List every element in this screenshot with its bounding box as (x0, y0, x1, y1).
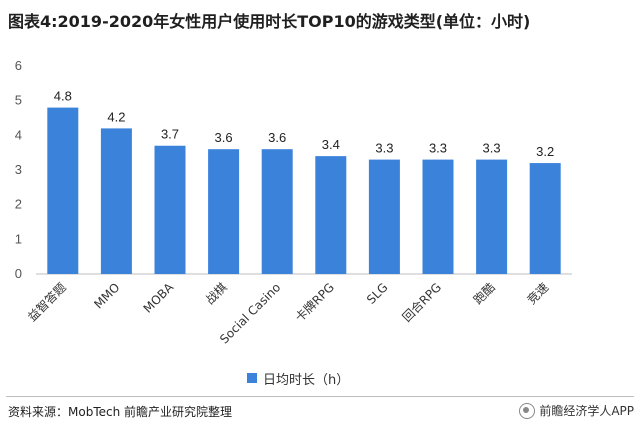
x-tick-label: 竞速 (524, 280, 551, 307)
brand-name: 前瞻经济学人APP (539, 404, 634, 418)
bar (47, 107, 79, 274)
data-label: 4.8 (54, 89, 72, 104)
data-label: 3.6 (215, 130, 233, 145)
y-tick-label: 2 (15, 197, 22, 212)
brand-logo-icon (519, 402, 536, 419)
x-tick-label: 益智答题 (24, 280, 69, 325)
y-tick-label: 4 (15, 127, 22, 142)
bar (261, 149, 293, 274)
x-tick-label: MOBA (141, 280, 177, 316)
data-label: 3.3 (429, 141, 447, 156)
legend-swatch (247, 373, 257, 383)
bar (368, 159, 400, 274)
brand: 前瞻经济学人APP (519, 402, 634, 419)
legend: 日均时长（h） (247, 368, 349, 388)
y-tick-label: 5 (15, 93, 22, 108)
y-tick-label: 0 (15, 266, 22, 281)
data-label: 4.2 (107, 109, 125, 124)
footer-divider (6, 396, 634, 397)
x-tick-label: 跑酷 (471, 280, 498, 307)
y-tick-label: 6 (15, 58, 22, 73)
source-note: 资料来源：MobTech 前瞻产业研究院整理 (8, 405, 233, 419)
data-label: 3.6 (268, 130, 286, 145)
x-tick-label: 回合RPG (399, 280, 444, 325)
bar (208, 149, 240, 274)
bar (529, 163, 561, 274)
y-tick-label: 1 (15, 231, 22, 246)
data-label: 3.4 (322, 137, 340, 152)
x-tick-label: MMO (91, 280, 122, 311)
bar (154, 145, 186, 274)
x-tick-label: 战棋 (203, 280, 230, 307)
bar (476, 159, 508, 274)
x-tick-label: SLG (364, 280, 391, 307)
data-label: 3.3 (483, 141, 501, 156)
data-label: 3.2 (536, 144, 554, 159)
chart-title: 图表4:2019-2020年女性用户使用时长TOP10的游戏类型(单位：小时) (8, 12, 531, 31)
data-label: 3.3 (375, 141, 393, 156)
legend-label: 日均时长（h） (263, 372, 350, 388)
bar (100, 128, 132, 274)
data-label: 3.7 (161, 127, 179, 142)
y-tick-label: 3 (15, 162, 22, 177)
bars-layer (47, 107, 561, 274)
x-tick-label: 卡牌RPG (292, 280, 336, 324)
bar (422, 159, 454, 274)
bar (315, 156, 347, 274)
